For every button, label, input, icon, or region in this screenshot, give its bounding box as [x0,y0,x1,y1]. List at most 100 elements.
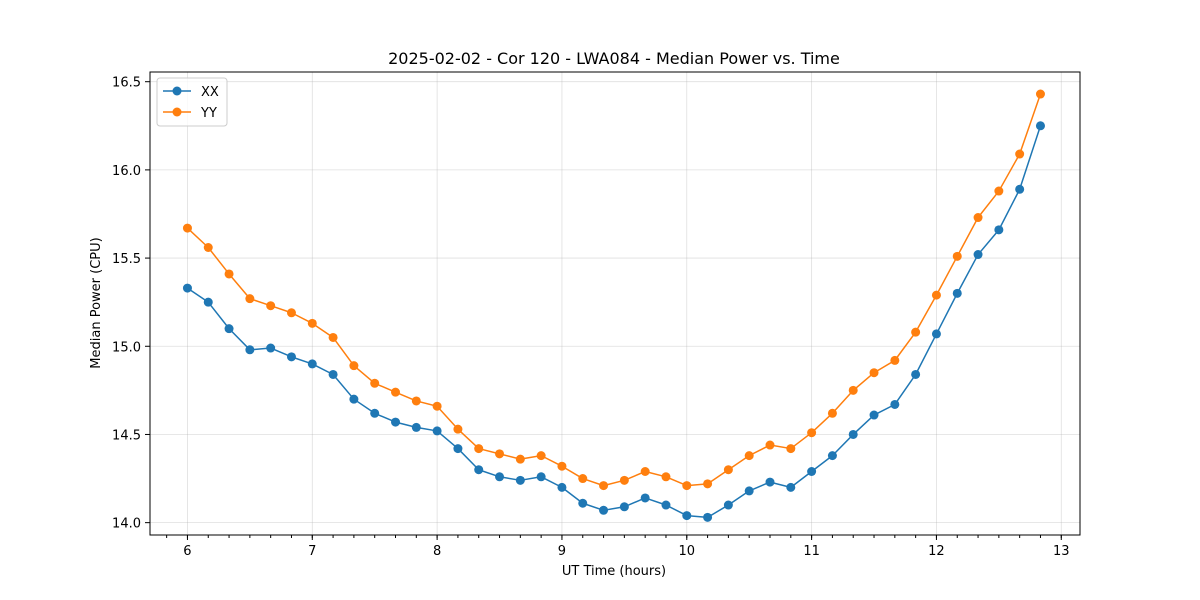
data-point-yy [578,474,588,484]
data-point-yy [391,387,401,397]
grid [150,72,1080,535]
data-point-xx [432,426,442,436]
data-point-yy [453,424,463,434]
data-point-xx [370,408,380,418]
data-point-yy [744,451,754,461]
data-point-yy [661,472,671,482]
data-point-yy [931,290,941,300]
data-point-yy [411,396,421,406]
data-point-yy [994,186,1004,196]
data-point-xx [682,511,692,521]
data-point-xx [578,498,588,508]
data-point-xx [495,472,505,482]
data-point-yy [1035,89,1045,99]
data-point-xx [203,297,213,307]
data-point-yy [286,308,296,318]
x-tick-label: 9 [558,544,566,559]
data-point-xx [786,482,796,492]
data-point-yy [203,242,213,252]
x-tick-label: 6 [183,544,191,559]
data-point-xx [640,493,650,503]
data-point-xx [994,225,1004,235]
chart-title: 2025-02-02 - Cor 120 - LWA084 - Median P… [388,49,840,68]
data-point-yy [765,440,775,450]
y-tick-label: 16.0 [112,164,141,179]
data-point-yy [890,355,900,365]
data-point-xx [245,345,255,355]
data-point-xx [619,502,629,512]
data-point-yy [703,479,713,489]
y-tick-label: 15.5 [112,252,141,267]
data-point-xx [911,369,921,379]
data-point-xx [328,369,338,379]
data-point-yy [640,467,650,477]
data-point-yy [619,475,629,485]
data-point-yy [827,408,837,418]
data-point-xx [661,500,671,510]
data-point-xx [890,399,900,409]
data-point-xx [827,451,837,461]
y-tick-label: 14.0 [112,517,141,532]
data-point-xx [952,288,962,298]
data-point-yy [495,449,505,459]
data-point-yy [224,269,234,279]
data-point-xx [973,250,983,260]
x-tick-label: 10 [679,544,696,559]
y-tick-label: 14.5 [112,428,141,443]
data-point-xx [599,505,609,515]
data-point-xx [224,324,234,334]
y-axis-label: Median Power (CPU) [89,237,104,368]
legend-label-yy: YY [200,106,217,121]
data-point-yy [911,327,921,337]
data-point-xx [931,329,941,339]
data-point-yy [349,361,359,371]
y-tick-label: 15.0 [112,340,141,355]
data-point-yy [973,213,983,223]
data-point-xx [869,410,879,420]
data-point-yy [515,454,525,464]
data-point-xx [765,477,775,487]
data-point-yy [182,223,192,233]
data-point-yy [952,251,962,261]
x-tick-label: 11 [803,544,820,559]
x-tick-label: 8 [433,544,441,559]
data-point-xx [453,444,463,454]
data-point-yy [557,461,567,471]
data-point-xx [266,343,276,353]
plot-frame [149,71,1081,536]
data-point-xx [1015,184,1025,194]
x-tick-label: 13 [1053,544,1070,559]
legend-label-xx: XX [201,85,219,100]
series-xx [182,121,1045,522]
data-point-yy [245,294,255,304]
x-axis-label: UT Time (hours) [562,564,666,579]
data-point-yy [307,318,317,328]
data-point-xx [848,429,858,439]
data-point-xx [349,394,359,404]
data-point-yy [328,332,338,342]
data-point-yy [599,481,609,491]
y-tick-label: 16.5 [112,76,141,91]
data-point-yy [536,451,546,461]
data-point-xx [557,482,567,492]
data-point-xx [411,422,421,432]
data-point-xx [307,359,317,369]
data-point-xx [515,475,525,485]
ticks: 6 7 8 9 10 11 12 13 14.0 14.5 15.0 15.5 16.0 16.5 [112,76,1070,559]
data-point-xx [536,472,546,482]
data-point-xx [391,417,401,427]
series-layer [182,89,1045,522]
data-point-xx [807,467,817,477]
data-point-xx [474,465,484,475]
data-point-yy [869,368,879,378]
x-tick-label: 12 [928,544,945,559]
data-point-yy [474,444,484,454]
legend: XX YY [156,77,228,127]
series-yy [182,89,1045,491]
data-point-xx [703,512,713,522]
data-point-xx [723,500,733,510]
x-tick-label: 7 [308,544,316,559]
data-point-yy [1015,149,1025,159]
data-point-yy [723,465,733,475]
